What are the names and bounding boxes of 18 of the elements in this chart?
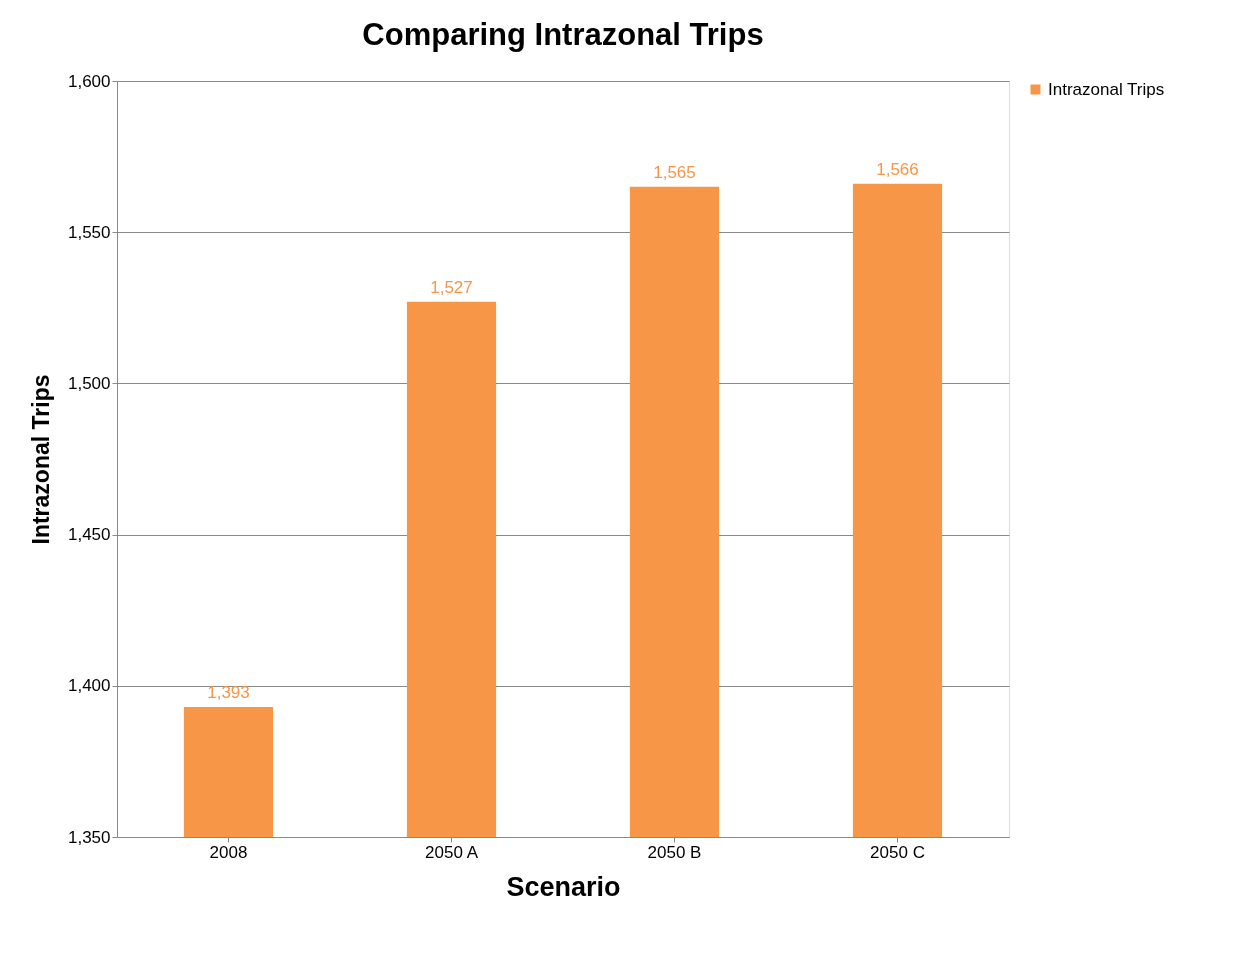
y-tick-label: 1,350: [67, 827, 111, 847]
x-tick-label: 2050 B: [647, 842, 702, 862]
data-label: 1,527: [430, 277, 473, 297]
x-axis-title: Scenario: [506, 871, 621, 902]
x-tick-label: 2008: [209, 842, 248, 862]
data-label: 1,393: [207, 682, 250, 702]
chart-title: Comparing Intrazonal Trips: [362, 17, 764, 52]
y-tick-label: 1,550: [67, 222, 111, 242]
x-tick-label: 2050 A: [425, 842, 479, 862]
y-tick-label: 1,600: [67, 71, 111, 91]
y-tick-label: 1,500: [67, 373, 111, 393]
y-tick-label: 1,450: [67, 525, 111, 545]
data-label: 1,566: [876, 159, 919, 179]
data-label: 1,565: [653, 162, 696, 182]
x-tick-label: 2050 C: [870, 842, 925, 862]
legend-label: Intrazonal Trips: [1048, 79, 1165, 99]
y-axis-title: Intrazonal Trips: [27, 374, 54, 545]
y-tick-label: 1,400: [67, 676, 111, 696]
